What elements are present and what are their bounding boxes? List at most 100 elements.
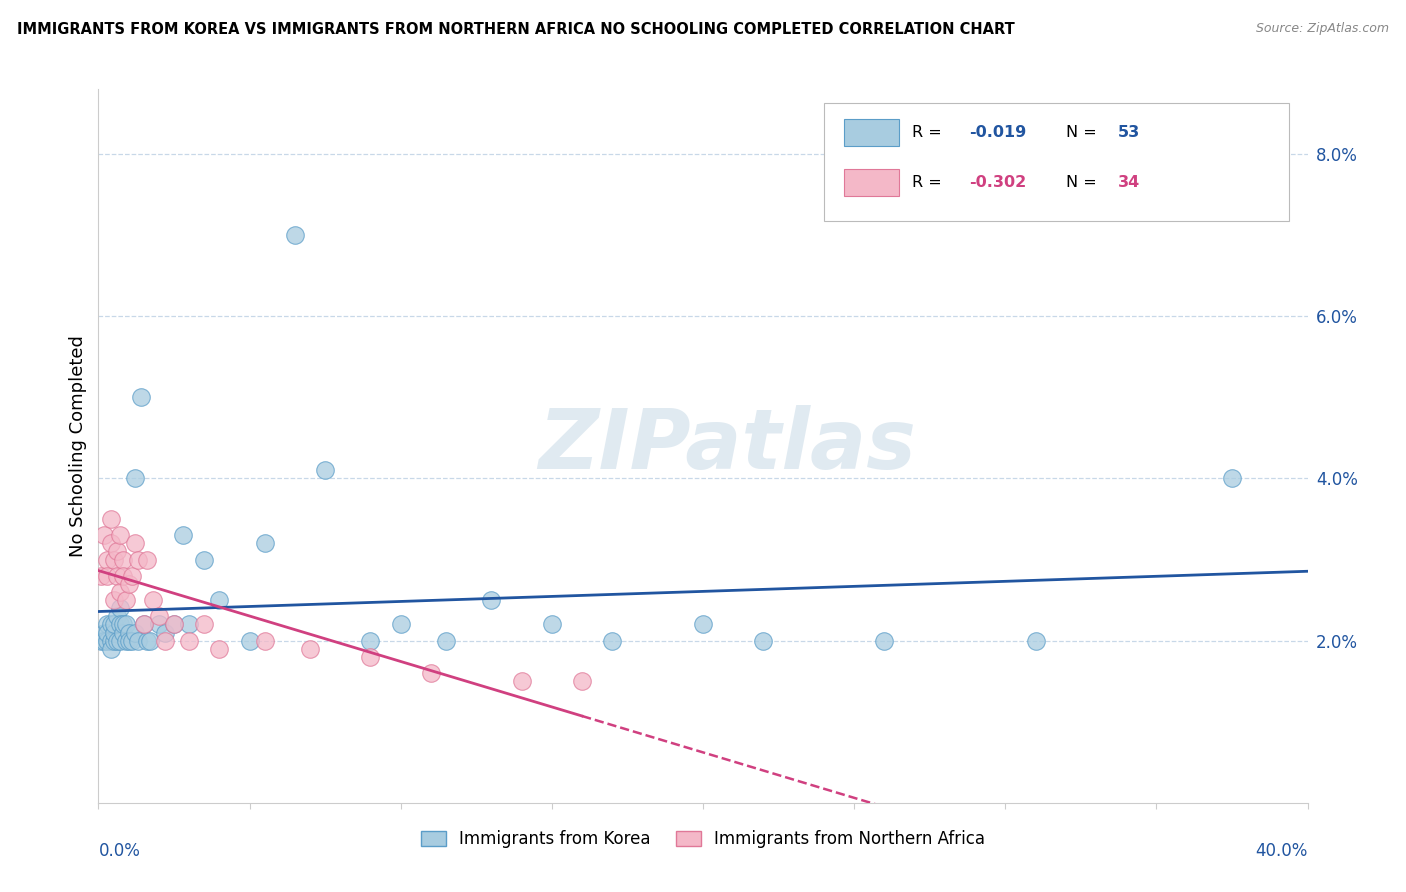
Point <box>602 633 624 648</box>
Point <box>179 617 201 632</box>
Point <box>132 617 155 632</box>
Point <box>114 617 136 632</box>
Point <box>179 633 201 648</box>
Point <box>100 512 122 526</box>
Point <box>314 463 336 477</box>
Point <box>111 617 134 632</box>
Text: 34: 34 <box>1118 175 1140 190</box>
Point <box>129 390 152 404</box>
Text: 53: 53 <box>1118 125 1140 140</box>
FancyBboxPatch shape <box>845 169 898 196</box>
Point <box>96 625 118 640</box>
Point <box>103 625 125 640</box>
Point <box>100 536 122 550</box>
Point <box>420 666 443 681</box>
Point <box>481 593 503 607</box>
Point <box>208 593 231 607</box>
Point <box>118 633 141 648</box>
Point <box>239 633 262 648</box>
Point <box>873 633 896 648</box>
Point <box>100 641 122 656</box>
Text: R =: R = <box>912 125 948 140</box>
Point <box>103 617 125 632</box>
Point <box>571 674 593 689</box>
Point <box>96 552 118 566</box>
Text: -0.019: -0.019 <box>969 125 1026 140</box>
Point <box>389 617 412 632</box>
Point <box>132 617 155 632</box>
Point <box>360 633 382 648</box>
FancyBboxPatch shape <box>824 103 1289 221</box>
Point <box>121 633 143 648</box>
Point <box>299 641 322 656</box>
Text: ZIPatlas: ZIPatlas <box>538 406 917 486</box>
Point <box>193 552 215 566</box>
Point <box>148 617 170 632</box>
Point <box>127 633 149 648</box>
Point <box>510 674 533 689</box>
Point <box>93 633 115 648</box>
Point <box>90 568 112 582</box>
Text: N =: N = <box>1066 175 1102 190</box>
Point <box>93 528 115 542</box>
Point <box>135 633 157 648</box>
Point <box>114 593 136 607</box>
Point <box>208 641 231 656</box>
Point <box>153 633 176 648</box>
Point <box>253 536 276 550</box>
Text: Source: ZipAtlas.com: Source: ZipAtlas.com <box>1256 22 1389 36</box>
Point <box>163 617 186 632</box>
Text: -0.302: -0.302 <box>969 175 1026 190</box>
Point <box>172 528 194 542</box>
Point <box>108 617 131 632</box>
Point <box>142 593 165 607</box>
Point <box>108 633 131 648</box>
Point <box>752 633 775 648</box>
Y-axis label: No Schooling Completed: No Schooling Completed <box>69 335 87 557</box>
Point <box>96 633 118 648</box>
Point <box>118 625 141 640</box>
Point <box>105 568 128 582</box>
Point <box>96 617 118 632</box>
Point <box>124 471 146 485</box>
Point <box>253 633 276 648</box>
Point <box>105 633 128 648</box>
Point <box>111 625 134 640</box>
Point <box>692 617 714 632</box>
Legend: Immigrants from Korea, Immigrants from Northern Africa: Immigrants from Korea, Immigrants from N… <box>415 824 991 855</box>
Point <box>434 633 457 648</box>
Point <box>284 228 307 243</box>
Point <box>1024 633 1046 648</box>
Point <box>139 633 162 648</box>
Point <box>105 544 128 558</box>
Text: R =: R = <box>912 175 948 190</box>
Point <box>100 633 122 648</box>
Point <box>118 577 141 591</box>
Point <box>105 609 128 624</box>
Point <box>114 633 136 648</box>
Point <box>103 552 125 566</box>
Point <box>135 552 157 566</box>
Point <box>153 625 176 640</box>
Point <box>540 617 562 632</box>
Point <box>103 633 125 648</box>
Text: IMMIGRANTS FROM KOREA VS IMMIGRANTS FROM NORTHERN AFRICA NO SCHOOLING COMPLETED : IMMIGRANTS FROM KOREA VS IMMIGRANTS FROM… <box>17 22 1015 37</box>
Point <box>124 625 146 640</box>
Point <box>100 617 122 632</box>
Point <box>163 617 186 632</box>
Text: 40.0%: 40.0% <box>1256 842 1308 860</box>
Point <box>148 609 170 624</box>
Point <box>96 568 118 582</box>
Point <box>111 552 134 566</box>
Point <box>121 568 143 582</box>
Point <box>90 633 112 648</box>
Point <box>108 528 131 542</box>
Point <box>360 649 382 664</box>
Point <box>193 617 215 632</box>
Point <box>111 568 134 582</box>
Point <box>108 585 131 599</box>
FancyBboxPatch shape <box>845 120 898 146</box>
Point <box>127 552 149 566</box>
Text: 0.0%: 0.0% <box>98 842 141 860</box>
Point <box>108 601 131 615</box>
